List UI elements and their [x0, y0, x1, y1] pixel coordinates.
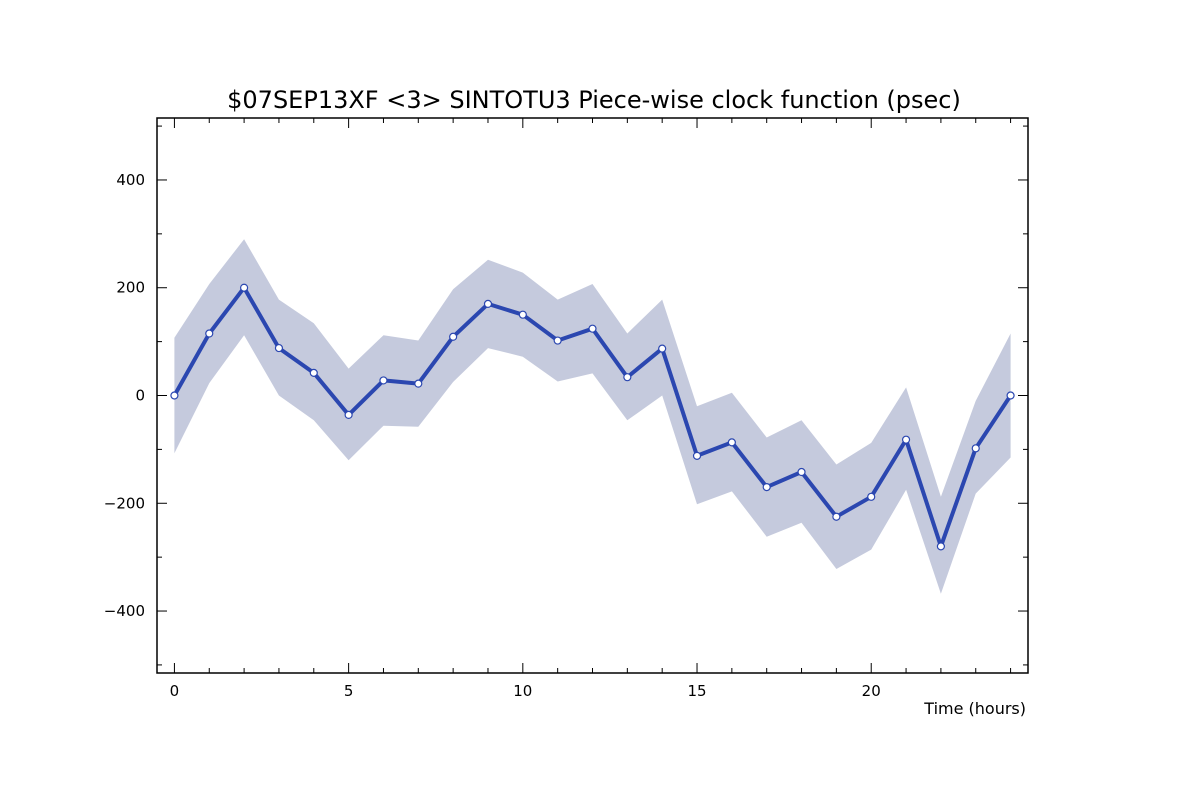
data-point: [936, 542, 946, 551]
data-point: [553, 336, 562, 345]
data-point: [797, 467, 806, 477]
y-tick-label: 200: [116, 279, 145, 297]
data-point: [414, 379, 423, 388]
uncertainty-band: [174, 239, 1011, 594]
data-point: [692, 451, 702, 460]
x-tick-label: 5: [344, 682, 354, 700]
data-point: [727, 438, 736, 447]
y-tick-label: 400: [116, 171, 145, 189]
data-point: [658, 344, 667, 353]
data-point: [867, 492, 876, 501]
data-point: [309, 368, 318, 377]
data-point: [379, 376, 388, 385]
data-point: [832, 512, 841, 521]
y-tick-label: 0: [135, 387, 145, 405]
chart-title: $07SEP13XF <3> SINTOTU3 Piece-wise clock…: [227, 86, 961, 114]
data-point: [483, 299, 493, 308]
data-point: [274, 343, 284, 353]
x-tick-label: 0: [170, 682, 180, 700]
y-tick-label: −200: [104, 494, 145, 512]
y-tick-label: −400: [104, 602, 145, 620]
x-tick-label: 10: [513, 682, 532, 700]
data-point: [170, 391, 179, 400]
data-point: [901, 435, 911, 444]
x-tick-label: 15: [687, 682, 706, 700]
data-point: [623, 373, 632, 382]
data-point: [518, 310, 527, 319]
data-point: [971, 444, 980, 453]
data-point: [449, 332, 458, 341]
x-axis-label: Time (hours): [923, 699, 1026, 718]
data-point: [344, 410, 353, 419]
data-point: [240, 283, 249, 292]
data-point: [1006, 391, 1015, 400]
data-point: [762, 483, 771, 492]
plot-area: 0 5 10 15 20 400 200 0 −200 −400: [104, 117, 1029, 700]
data-point: [588, 324, 597, 333]
data-point: [205, 329, 214, 338]
x-tick-label: 20: [862, 682, 881, 700]
